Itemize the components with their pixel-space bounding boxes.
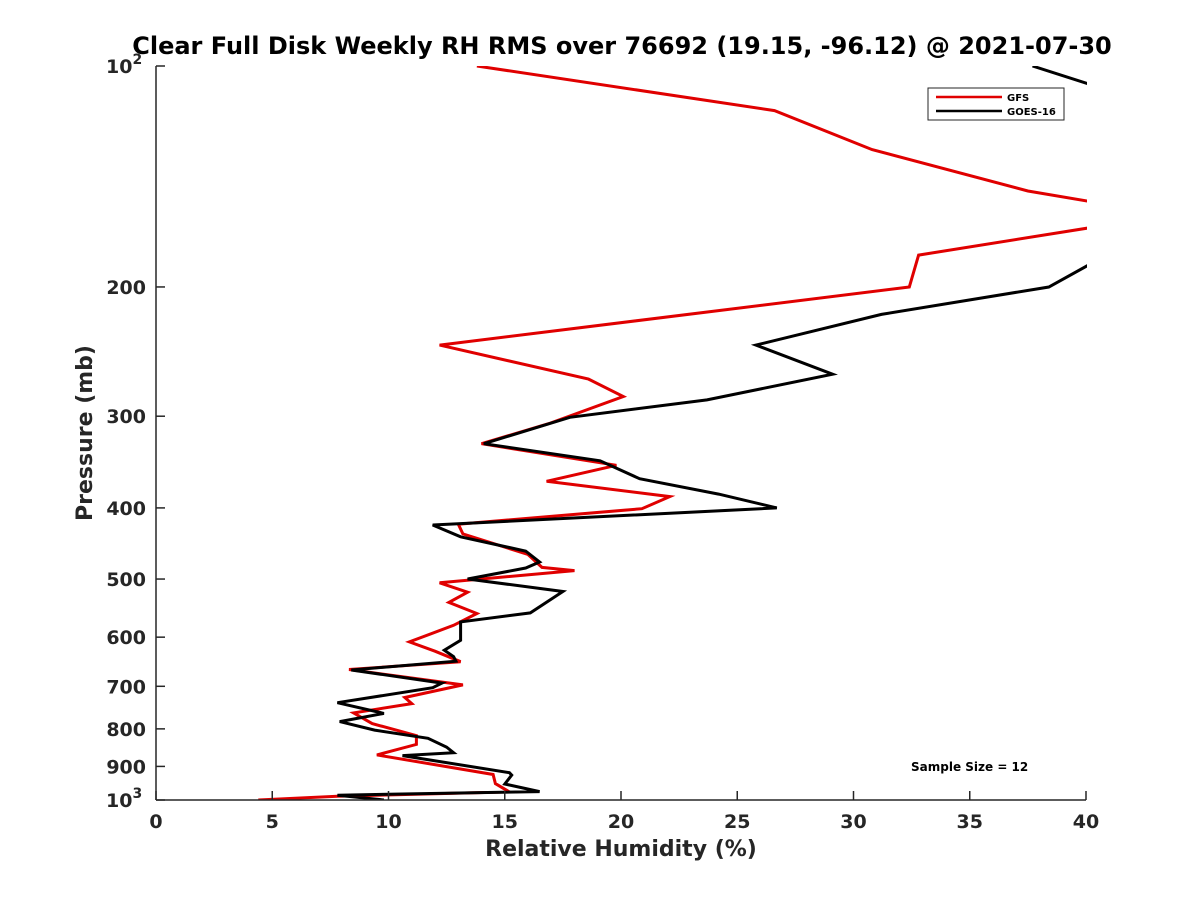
x-tick-label: 15 [492,811,518,833]
series-layer [258,66,1087,800]
x-tick-label: 20 [608,811,634,833]
series-line-gfs [258,66,1087,800]
chart-title: Clear Full Disk Weekly RH RMS over 76692… [132,32,1112,60]
x-tick-label: 10 [375,811,401,833]
y-tick-label: 800 [106,719,146,741]
legend-label-gfs: GFS [1007,93,1029,104]
x-tick-label: 5 [266,811,279,833]
y-tick-label: 700 [106,676,146,698]
legend: GFS GOES-16 [927,87,1065,121]
y-tick-label: 300 [106,406,146,428]
y-tick-label: 900 [106,756,146,778]
legend-label-goes-16: GOES-16 [1007,107,1056,118]
x-axis-label: Relative Humidity (%) [485,837,757,862]
x-tick-label: 35 [957,811,983,833]
y-tick-label: 200 [106,277,146,299]
y-tick-label: 400 [106,498,146,520]
y-tick-label: 500 [106,569,146,591]
y-tick-label: 600 [106,627,146,649]
x-axis-ticks: 0 5 10 15 20 25 30 35 40 [149,791,1099,833]
legend-box [927,87,1065,121]
x-tick-label: 25 [724,811,750,833]
x-tick-label: 30 [840,811,866,833]
x-tick-label: 40 [1073,811,1099,833]
plot-area [156,66,1086,800]
series-line-goes-16 [337,66,1087,800]
y-axis-label: Pressure (mb) [73,345,98,521]
sample-size-annotation: Sample Size = 12 [911,760,1028,774]
x-tick-label: 0 [149,811,162,833]
